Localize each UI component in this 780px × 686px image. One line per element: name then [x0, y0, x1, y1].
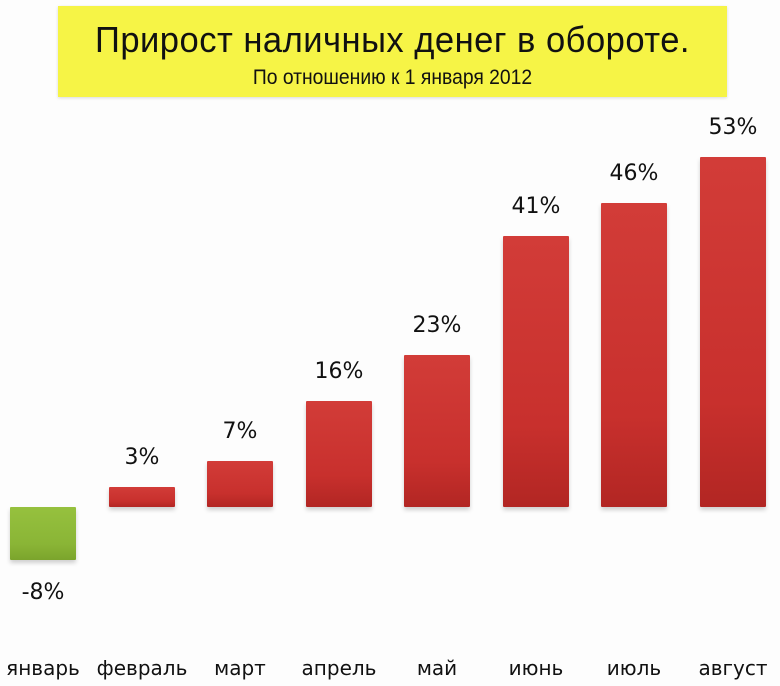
category-label: июль — [606, 656, 662, 680]
value-label: 7% — [222, 418, 258, 444]
category-label: февраль — [96, 656, 188, 680]
category-label: январь — [6, 656, 80, 680]
value-label: -8% — [21, 579, 65, 605]
value-label: 53% — [708, 115, 758, 141]
title-box: Прирост наличных денег в обороте. По отн… — [58, 6, 727, 97]
bar-5 — [503, 236, 569, 507]
category-label: апрель — [301, 656, 377, 680]
value-label: 46% — [609, 161, 659, 187]
chart-title: Прирост наличных денег в обороте. — [95, 19, 690, 60]
chart-subtitle: По отношению к 1 января 2012 — [252, 66, 533, 89]
bar-4 — [404, 355, 470, 507]
category-label: август — [698, 656, 768, 680]
bar-6 — [601, 203, 667, 507]
category-label: март — [214, 656, 266, 680]
value-label: 41% — [511, 194, 561, 220]
value-label: 23% — [412, 313, 462, 339]
value-label: 16% — [314, 359, 364, 385]
category-label: июнь — [508, 656, 564, 680]
bar-1 — [109, 487, 175, 507]
bar-0 — [10, 507, 76, 560]
value-label: 3% — [124, 445, 160, 471]
bar-2 — [207, 460, 273, 507]
bar-7 — [700, 157, 766, 507]
category-label: май — [416, 656, 458, 680]
bar-3 — [306, 401, 372, 507]
